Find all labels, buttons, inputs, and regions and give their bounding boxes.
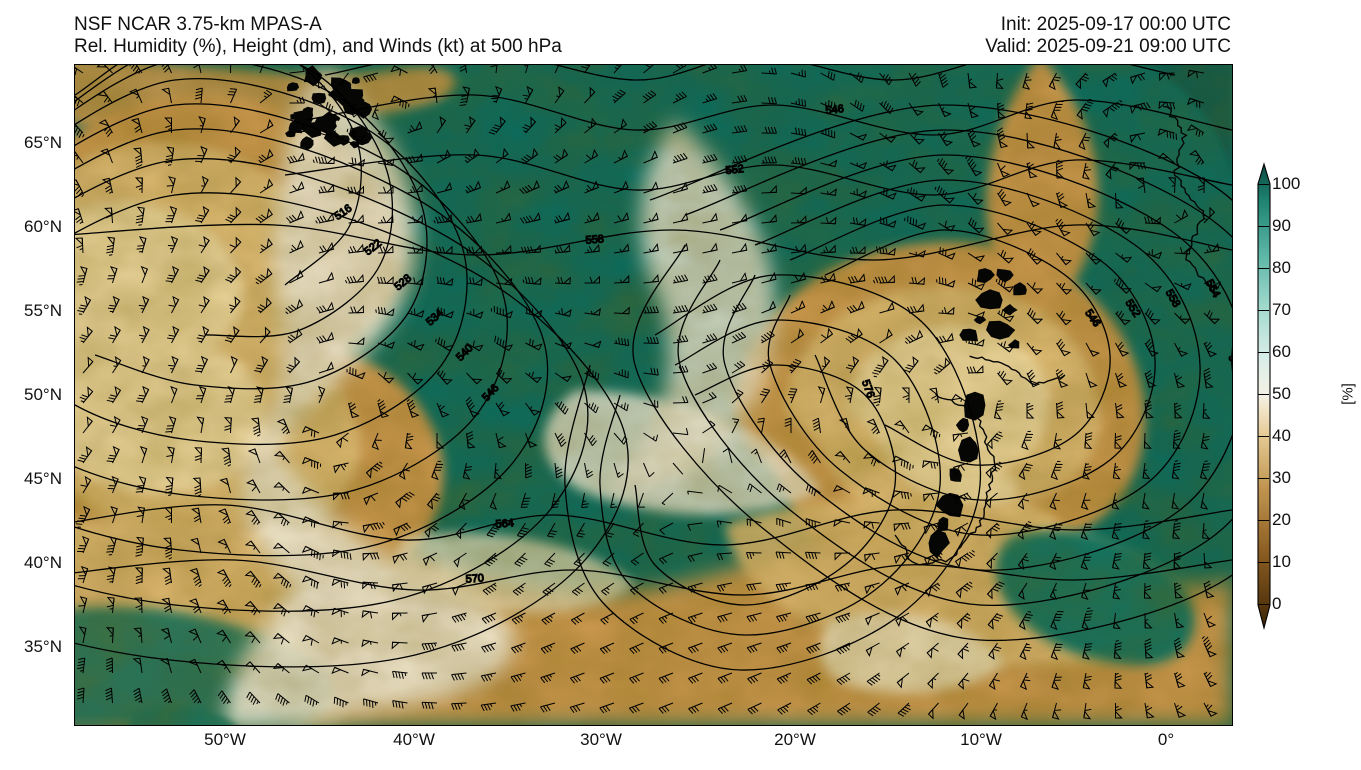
svg-text:558: 558 xyxy=(585,233,604,247)
svg-text:564: 564 xyxy=(495,517,514,531)
svg-text:570: 570 xyxy=(465,572,484,585)
svg-text:552: 552 xyxy=(725,163,745,177)
svg-text:546: 546 xyxy=(825,103,845,117)
